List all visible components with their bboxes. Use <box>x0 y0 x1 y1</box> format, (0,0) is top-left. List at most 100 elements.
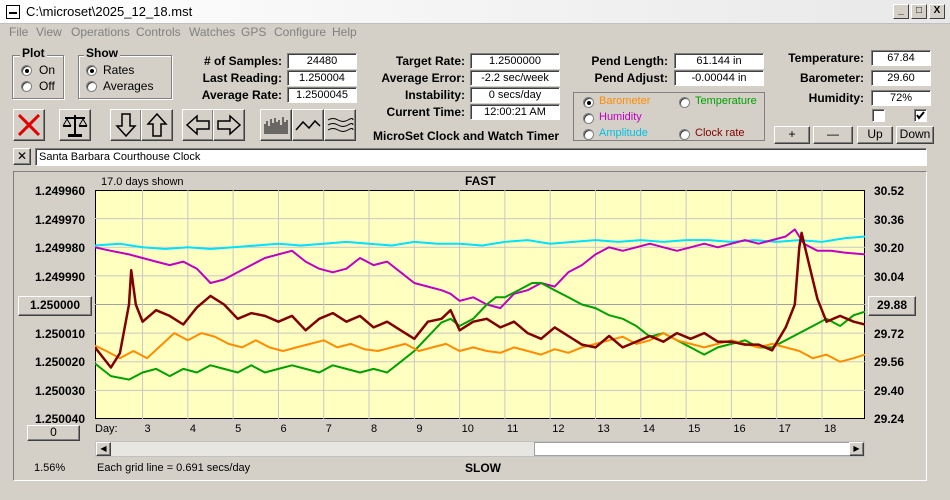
percent-label: 1.56% <box>34 462 66 474</box>
last-reading-field: 1.250004 <box>287 70 357 86</box>
scales-icon <box>62 115 88 137</box>
right-tick: 29.72 <box>874 327 905 341</box>
line-graph-icon <box>295 119 321 131</box>
plot-on-radio[interactable] <box>21 65 32 76</box>
show-rates-label: Rates <box>103 63 135 77</box>
barometer-option: Barometer <box>599 95 651 107</box>
show-rates-radio[interactable] <box>86 65 97 76</box>
scroll-down-button[interactable] <box>110 109 142 141</box>
show-group-title: Show <box>84 46 120 60</box>
close-button[interactable]: X <box>929 4 945 19</box>
day-axis-label: Day: <box>95 423 118 435</box>
menu-operations[interactable]: Operations <box>71 25 130 39</box>
plot-off-label: Off <box>39 79 55 93</box>
show-averages-radio[interactable] <box>86 81 97 92</box>
left-tick: 1.249980 <box>34 241 85 255</box>
slow-label: SLOW <box>465 461 501 475</box>
day-tick-label: 17 <box>778 423 791 435</box>
humidity-radio[interactable] <box>583 113 594 124</box>
day-tick-label: 5 <box>235 423 242 435</box>
left-arrow-icon <box>185 114 210 136</box>
bar-graph-icon <box>264 117 288 134</box>
right-tick: 29.24 <box>874 412 905 426</box>
samples-label: # of Samples: <box>203 54 282 68</box>
barometer-radio[interactable] <box>583 97 594 108</box>
day-tick-label: 4 <box>189 423 196 435</box>
scroll-right-button[interactable] <box>213 109 245 141</box>
scrollbar-thumb[interactable] <box>534 442 850 456</box>
smooth-view-button[interactable] <box>324 109 356 141</box>
scroll-left-button[interactable] <box>182 109 214 141</box>
menu-controls[interactable]: Controls <box>136 25 181 39</box>
clock-rate-radio[interactable] <box>679 129 690 140</box>
balance-button[interactable] <box>59 109 91 141</box>
series-line-clock-rate <box>95 231 865 369</box>
menu-watches[interactable]: Watches <box>189 25 236 39</box>
day-tick-label: 9 <box>416 423 423 435</box>
left-center-button[interactable]: 1.250000 <box>18 296 92 316</box>
graph-panel <box>13 171 927 481</box>
menu-gps[interactable]: GPS <box>241 25 267 39</box>
watch-name-input[interactable]: Santa Barbara Courthouse Clock <box>35 148 927 166</box>
triangle-left-icon: ◀ <box>100 444 107 453</box>
day-tick-label: 12 <box>552 423 565 435</box>
average-rate-label: Average Rate: <box>201 88 282 102</box>
app-caption: MicroSet Clock and Watch Timer <box>373 129 560 143</box>
barometer-label: Barometer: <box>799 71 864 85</box>
grid-lines <box>95 190 865 419</box>
clear-watch-button[interactable]: ✕ <box>13 148 31 165</box>
bars-view-button[interactable] <box>260 109 292 141</box>
right-tick: 30.20 <box>874 241 905 255</box>
pend-adjust-field: -0.00044 in <box>674 70 764 86</box>
minimize-button[interactable]: _ <box>893 4 909 19</box>
amplitude-radio[interactable] <box>583 129 594 140</box>
maximize-button[interactable]: □ <box>911 4 927 19</box>
stop-button[interactable] <box>13 109 45 141</box>
current-time-label: Current Time: <box>386 105 465 119</box>
minus-button[interactable]: — <box>813 126 853 144</box>
plot-group-title: Plot <box>20 46 47 60</box>
check-icon <box>916 111 925 120</box>
grid-note: Each grid line = 0.691 secs/day <box>97 462 251 474</box>
menu-help[interactable]: Help <box>332 25 357 39</box>
day-axis: 3 4 5 6 7 8 9 10 11 12 13 14 15 16 17 18 <box>95 423 865 437</box>
plus-button[interactable]: + <box>774 126 810 144</box>
target-rate-field: 1.2500000 <box>470 53 560 69</box>
left-tick: 1.249970 <box>34 213 85 227</box>
right-tick: 29.40 <box>874 384 905 398</box>
right-center-button[interactable]: 29.88 <box>868 296 916 316</box>
right-tick: 30.36 <box>874 213 905 227</box>
temperature-radio[interactable] <box>679 97 690 108</box>
plot-off-radio[interactable] <box>21 81 32 92</box>
temperature-label: Temperature: <box>788 51 864 65</box>
plot-on-label: On <box>39 63 56 77</box>
line-view-button[interactable] <box>292 109 324 141</box>
up-arrow-icon <box>146 112 168 137</box>
wave-lines-icon <box>327 118 354 132</box>
last-reading-label: Last Reading: <box>202 71 282 85</box>
horizontal-scrollbar[interactable]: ◀ ▶ <box>95 441 865 457</box>
series-line-humidity <box>95 228 865 310</box>
instability-field: 0 secs/day <box>470 87 560 103</box>
triangle-right-icon: ▶ <box>853 444 860 453</box>
scroll-right-arrow[interactable]: ▶ <box>849 442 864 456</box>
current-time-field: 12:00:21 AM <box>470 104 560 120</box>
menu-file[interactable]: File <box>9 25 29 39</box>
checkbox-left[interactable] <box>872 109 885 122</box>
menu-view[interactable]: View <box>36 25 62 39</box>
checkbox-right[interactable] <box>914 109 927 122</box>
right-tick: 29.56 <box>874 355 905 369</box>
day-tick-label: 8 <box>371 423 378 435</box>
show-averages-label: Averages <box>103 79 154 93</box>
scroll-up-button[interactable] <box>141 109 173 141</box>
down-arrow-icon <box>115 113 137 138</box>
down-button[interactable]: Down <box>896 126 934 144</box>
offset-button[interactable]: 0 <box>27 425 80 441</box>
day-tick-label: 11 <box>506 423 519 435</box>
scroll-left-arrow[interactable]: ◀ <box>96 442 111 456</box>
plot-group <box>12 55 64 99</box>
humidity-label: Humidity: <box>808 91 864 105</box>
up-button[interactable]: Up <box>857 126 893 144</box>
left-tick: 1.250030 <box>34 384 85 398</box>
menu-configure[interactable]: Configure <box>274 25 327 39</box>
